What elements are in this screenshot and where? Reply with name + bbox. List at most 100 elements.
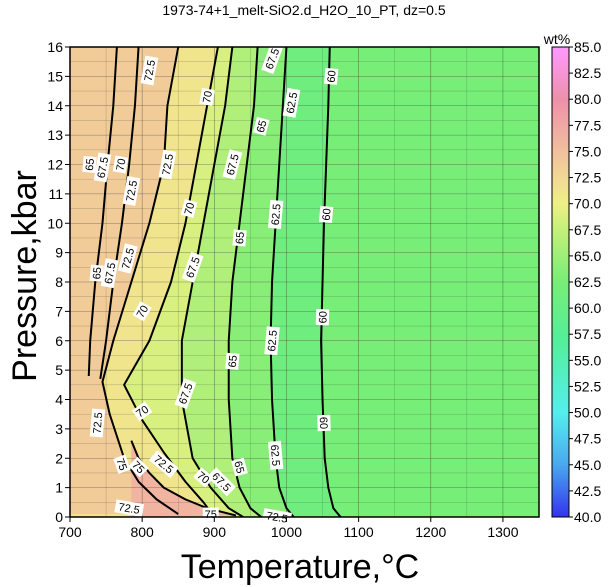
colorbar-gradient — [551, 46, 570, 518]
contour-label-bg — [231, 457, 248, 477]
y-tick-label: 12 — [47, 157, 63, 173]
contour-label-bg — [89, 408, 106, 438]
colorbar-tick-label: 55.0 — [574, 352, 601, 368]
contour-label-text: 60 — [317, 311, 329, 324]
colorbar-tick-label: 65.0 — [574, 248, 601, 264]
y-tick-label: 0 — [55, 509, 63, 525]
contour-label-bg — [193, 467, 214, 488]
y-tick-label: 7 — [55, 303, 63, 319]
colorbar-tick-label: 42.5 — [574, 483, 601, 499]
contour-label-bg — [267, 440, 284, 470]
x-tick-label: 700 — [58, 524, 82, 540]
contour-label-65: 65 — [89, 264, 104, 282]
contour-label-bg — [148, 450, 179, 479]
contour-label-70: 70 — [112, 155, 129, 174]
contour-label-bg — [140, 55, 159, 86]
contour-label-bg — [158, 149, 177, 180]
contour-label-text: 75 — [113, 457, 128, 473]
contour-label-bg — [232, 229, 247, 247]
x-tick-label: 1100 — [344, 524, 374, 540]
contour-label-bg — [264, 326, 280, 356]
colorbar-tick-label: 47.5 — [574, 431, 601, 447]
contour-label-67.5: 67.5 — [100, 258, 119, 289]
colorbar-tick-label: 70.0 — [574, 196, 601, 212]
colorbar-tick-label: 60.0 — [574, 300, 601, 316]
contour-label-text: 60 — [326, 70, 339, 83]
y-tick-label: 9 — [55, 245, 63, 261]
contour-label-65: 65 — [232, 229, 247, 247]
contour-line-67.5 — [180, 47, 244, 517]
contour-label-67.5: 67.5 — [222, 149, 243, 180]
contour-label-62.5: 62.5 — [267, 440, 284, 470]
contour-line-70 — [123, 47, 219, 517]
contour-label-text: 62.5 — [285, 91, 301, 114]
colorbar-tick-label: 50.0 — [574, 405, 601, 421]
contour-label-text: 65 — [227, 355, 240, 368]
contour-line-60 — [320, 47, 342, 517]
contour-label-70: 70 — [180, 199, 198, 218]
contour-label-text: 65 — [91, 267, 104, 280]
colorbar-tick-label: 77.5 — [574, 117, 601, 133]
y-tick-label: 11 — [48, 186, 63, 202]
contour-label-text: 62.5 — [266, 330, 280, 352]
contour-label-bg — [225, 352, 240, 370]
colorbar-tick-label: 80.0 — [574, 91, 601, 107]
contour-label-bg — [82, 155, 97, 174]
y-tick-label: 5 — [55, 362, 63, 378]
contour-label-72.5: 72.5 — [122, 176, 141, 206]
contour-label-bg — [318, 205, 334, 223]
contour-label-text: 62.5 — [268, 444, 282, 466]
y-tick-label: 10 — [47, 215, 63, 231]
contour-label-60: 60 — [315, 309, 330, 326]
contour-label-text: 67.5 — [225, 153, 242, 177]
contour-label-65: 65 — [225, 352, 240, 370]
colorbar-tick-label: 67.5 — [574, 222, 601, 238]
contour-label-bg — [181, 251, 204, 283]
contour-label-bg — [317, 414, 331, 432]
colorbar: 40.0 42.5 45.0 47.5 50.0 52.5 55.0 57.5 60.0 62.5… — [543, 31, 602, 525]
contour-label-bg — [207, 467, 237, 497]
contour-label-72.5: 72.5 — [114, 499, 145, 518]
colorbar-tick-label: 40.0 — [574, 509, 601, 525]
contour-label-72.5: 72.5 — [158, 149, 177, 180]
colorbar-ticks: 40.0 42.5 45.0 47.5 50.0 52.5 55.0 57.5 60.0 62.5… — [569, 39, 601, 525]
contour-label-text: 65 — [234, 231, 247, 244]
contour-label-bg — [113, 454, 131, 474]
contour-label-bg — [252, 116, 270, 136]
chart-title: 1973-74+1_melt-SiO2.d_H2O_10_PT, dz=0.5 — [162, 2, 446, 18]
contour-label-text: 62.5 — [270, 203, 284, 225]
contour-label-65: 65 — [252, 116, 270, 136]
y-tick-label: 13 — [47, 127, 63, 143]
y-tick-label: 16 — [47, 39, 63, 55]
contour-label-62.5: 62.5 — [267, 199, 284, 229]
x-axis: 700 800 900 1000 1100 1200 1300 — [58, 517, 519, 540]
colorbar-tick-label: 82.5 — [574, 65, 601, 81]
contour-label-text: 70 — [201, 90, 215, 104]
contour-label-bg — [122, 176, 141, 206]
contour-label-bg — [89, 264, 104, 282]
contour-label-75: 75 — [113, 454, 131, 474]
contour-label-text: 70 — [115, 158, 129, 172]
contour-line-67.5 — [99, 47, 140, 380]
contour-band-75 — [131, 440, 236, 517]
contour-label-text: 65 — [231, 460, 246, 475]
contour-label-bg — [114, 499, 145, 518]
contour-label-bg — [315, 309, 330, 326]
contour-label-60: 60 — [324, 67, 339, 85]
colorbar-tick-label: 72.5 — [574, 170, 601, 186]
contour-label-text: 72.5 — [161, 153, 177, 176]
contour-label-bg — [180, 199, 198, 218]
y-tick-label: 4 — [55, 392, 63, 408]
contour-label-text: 72.5 — [117, 501, 140, 517]
contour-label-text: 65 — [255, 119, 270, 134]
contour-label-bg — [132, 301, 152, 322]
contour-line-65 — [87, 47, 118, 377]
x-tick-label: 800 — [130, 524, 154, 540]
contour-label-bg — [174, 378, 197, 410]
contour-label-bg — [100, 258, 119, 289]
contour-label-75: 75 — [202, 507, 219, 521]
colorbar-tick-label: 57.5 — [574, 326, 601, 342]
y-tick-label: 2 — [55, 450, 63, 466]
x-axis-title: Temperature,°C — [181, 548, 419, 586]
